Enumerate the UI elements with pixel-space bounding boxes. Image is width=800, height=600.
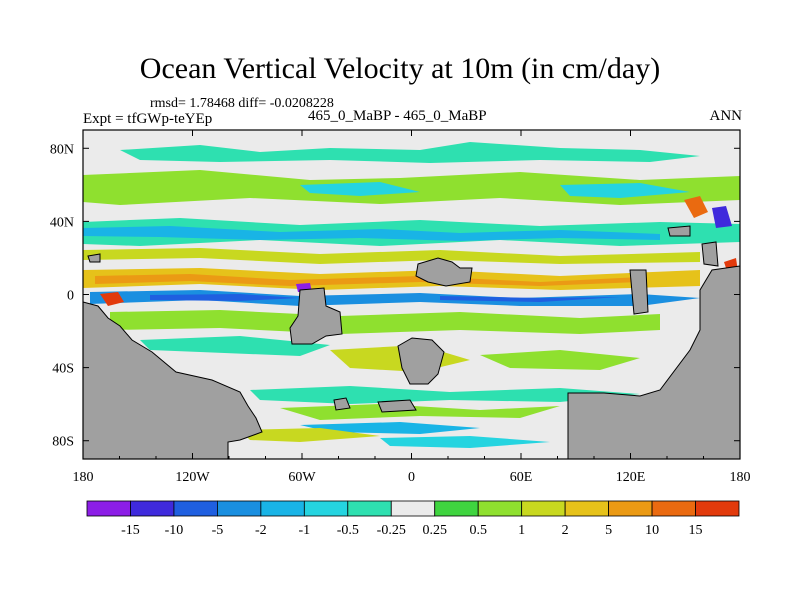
field-patch (100, 292, 124, 306)
field-patch (90, 290, 700, 306)
chart-title: Ocean Vertical Velocity at 10m (in cm/da… (139, 52, 661, 85)
colorbar-swatch (434, 500, 479, 517)
field-patch (380, 436, 550, 448)
colorbar-label: 0.5 (469, 523, 487, 538)
field-patch (300, 182, 420, 196)
field-patch (712, 206, 732, 228)
colorbar-label: 5 (605, 523, 612, 538)
field-patch (240, 428, 380, 442)
land-mass (377, 399, 417, 413)
y-tick-label: 40N (50, 215, 74, 230)
x-tick-label: 120E (616, 470, 646, 485)
field-patch (83, 248, 700, 264)
field-patch (120, 142, 700, 163)
colorbar-label: 1 (518, 523, 525, 538)
land-mass (629, 269, 649, 315)
colorbar-swatch (303, 500, 349, 517)
land-mass (83, 301, 263, 459)
field-patch (684, 196, 708, 218)
field-patch (95, 274, 640, 286)
colorbar-swatch (608, 500, 653, 517)
comparison-label: 465_0_MaBP - 465_0_MaBP (308, 108, 487, 124)
stats-text: rmsd= 1.78468 diff= -0.0208228 (150, 96, 334, 111)
colorbar-label: -1 (298, 523, 310, 538)
land-mass (333, 397, 351, 411)
x-tick-label: 180 (730, 470, 751, 485)
land-mass (87, 253, 101, 263)
colorbar-swatch (260, 500, 305, 517)
colorbar-swatch (216, 500, 262, 517)
x-tick-label: 180 (73, 470, 94, 485)
colorbar-swatch (86, 500, 131, 517)
field-patch (140, 336, 330, 356)
colorbar-label: 0.25 (422, 523, 447, 538)
y-tick-label: 80S (52, 435, 74, 450)
colorbar-swatch (695, 500, 740, 517)
land-mass (667, 225, 691, 237)
land-mass (415, 257, 473, 287)
x-tick-label: 60W (288, 470, 316, 485)
x-tick-label: 120W (175, 470, 210, 485)
colorbar-label: 10 (645, 523, 659, 538)
colorbar-swatch (347, 500, 392, 517)
land-mass (567, 265, 740, 459)
land-mass (397, 337, 445, 385)
colorbar-label: -15 (121, 523, 140, 538)
y-tick-label: 80N (50, 142, 74, 157)
axis-ticks: 180 120W 60W 0 60E 120E 180 80N 40N 0 40S 80S (50, 130, 751, 485)
land-mass (701, 241, 719, 267)
colorbar-swatch (130, 500, 175, 517)
colorbar-label: -10 (165, 523, 184, 538)
colorbar-swatch (477, 500, 523, 517)
y-tick-label: 0 (67, 289, 74, 304)
colorbar-label: -2 (255, 523, 267, 538)
colorbar-label: -0.25 (377, 523, 406, 538)
field-patch (83, 170, 740, 205)
y-tick-label: 40S (52, 362, 74, 377)
velocity-field (83, 142, 740, 459)
field-patch (560, 183, 690, 198)
field-patch (440, 296, 620, 302)
colorbar-label: -5 (212, 523, 224, 538)
field-patch (83, 226, 660, 241)
colorbar-swatch (564, 500, 610, 517)
colorbar-swatch (651, 500, 696, 517)
colorbar-swatch (173, 500, 218, 517)
land-mass (289, 287, 343, 345)
field-patch (250, 386, 640, 404)
colorbar-label: 2 (562, 523, 569, 538)
x-tick-label: 0 (408, 470, 415, 485)
experiment-label: Expt = tfGWp-teYEp (83, 111, 213, 127)
field-patch (300, 422, 480, 434)
land-masses (83, 225, 740, 459)
colorbar-label: 15 (689, 523, 703, 538)
field-patch (150, 294, 300, 301)
field-patch (480, 350, 640, 370)
colorbar-swatch (390, 500, 436, 517)
colorbar: -15 -10 -5 -2 -1 -0.5 -0.25 0.25 0.5 1 2 5 10 15 (86, 500, 740, 538)
x-tick-label: 60E (510, 470, 533, 485)
colorbar-swatch (521, 500, 566, 517)
colorbar-label: -0.5 (337, 523, 359, 538)
season-label: ANN (709, 108, 743, 124)
field-patch (110, 310, 660, 334)
